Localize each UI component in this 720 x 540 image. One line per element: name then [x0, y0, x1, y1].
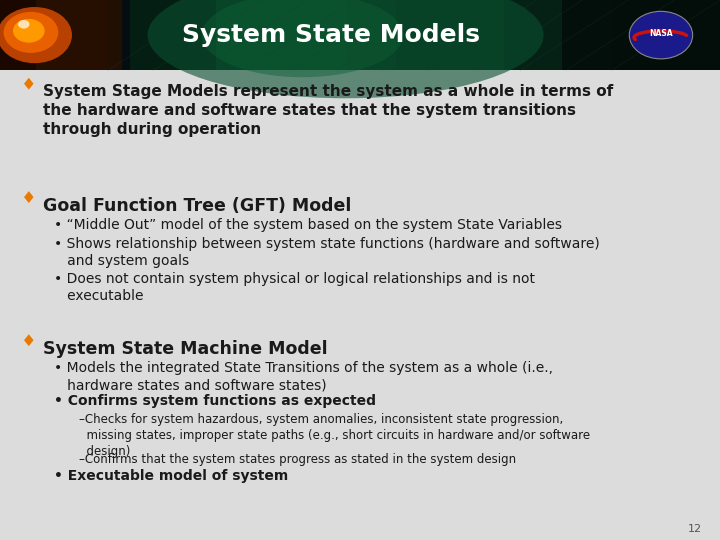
- Ellipse shape: [202, 0, 403, 77]
- Circle shape: [13, 19, 45, 43]
- Text: • Does not contain system physical or logical relationships and is not
   execut: • Does not contain system physical or lo…: [54, 272, 535, 303]
- Bar: [0, 0, 108, 70]
- Text: System State Machine Model: System State Machine Model: [43, 340, 328, 358]
- Bar: [396, 0, 612, 70]
- Text: –Checks for system hazardous, system anomalies, inconsistent state progression,
: –Checks for system hazardous, system ano…: [79, 413, 590, 457]
- Circle shape: [0, 7, 72, 63]
- Text: • “Middle Out” model of the system based on the system State Variables: • “Middle Out” model of the system based…: [54, 218, 562, 232]
- Polygon shape: [24, 191, 34, 203]
- Polygon shape: [24, 78, 34, 90]
- Bar: [216, 0, 504, 70]
- Text: • Shows relationship between system state functions (hardware and software)
   a: • Shows relationship between system stat…: [54, 237, 600, 268]
- Bar: [0, 0, 720, 70]
- Text: NASA: NASA: [649, 29, 672, 38]
- Text: • Executable model of system: • Executable model of system: [54, 469, 288, 483]
- Bar: [36, 0, 122, 70]
- Text: Goal Function Tree (GFT) Model: Goal Function Tree (GFT) Model: [43, 197, 351, 215]
- Circle shape: [629, 11, 693, 59]
- Polygon shape: [24, 334, 34, 346]
- Bar: [130, 0, 346, 70]
- Bar: [562, 0, 720, 70]
- Text: –Confirms that the system states progress as stated in the system design: –Confirms that the system states progres…: [79, 453, 516, 466]
- Text: • Confirms system functions as expected: • Confirms system functions as expected: [54, 394, 376, 408]
- Text: • Models the integrated State Transitions of the system as a whole (i.e.,
   har: • Models the integrated State Transition…: [54, 361, 553, 392]
- Circle shape: [4, 12, 58, 53]
- Text: System State Models: System State Models: [182, 23, 480, 47]
- Ellipse shape: [148, 0, 544, 98]
- Circle shape: [18, 20, 30, 29]
- Text: System Stage Models represent the system as a whole in terms of
the hardware and: System Stage Models represent the system…: [43, 84, 613, 137]
- Text: 12: 12: [688, 523, 702, 534]
